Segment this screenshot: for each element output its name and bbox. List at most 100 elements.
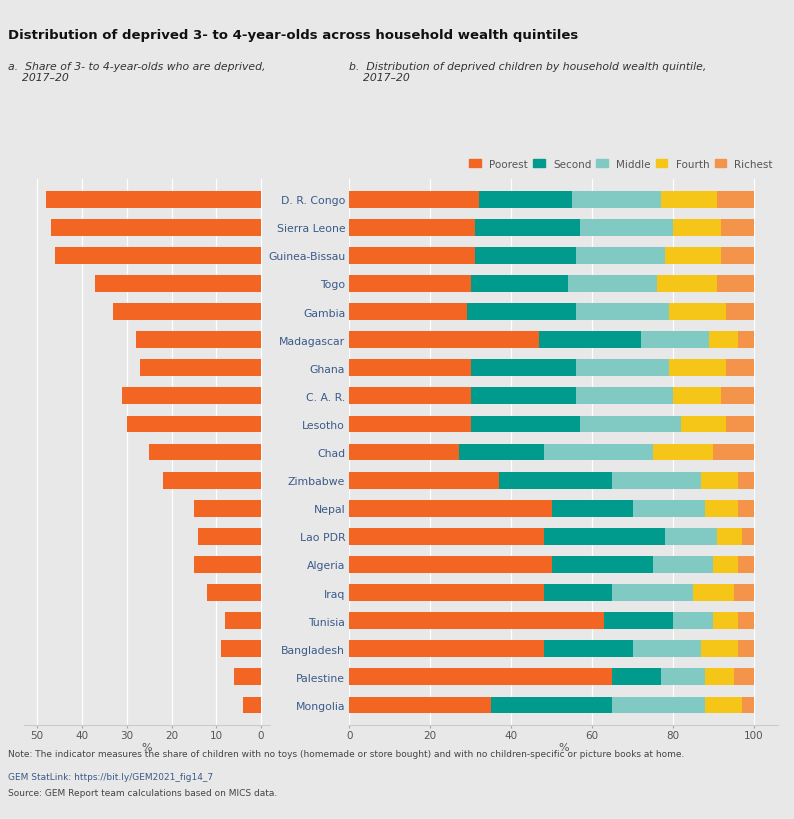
Bar xyxy=(576,360,669,377)
Bar xyxy=(539,332,641,349)
Bar xyxy=(681,416,726,433)
Bar xyxy=(572,192,661,208)
Bar xyxy=(633,640,701,658)
Legend: Poorest, Second, Middle, Fourth, Richest: Poorest, Second, Middle, Fourth, Richest xyxy=(469,160,773,170)
Bar xyxy=(149,444,261,461)
Bar xyxy=(475,247,576,265)
Bar xyxy=(55,247,261,265)
Bar xyxy=(349,416,471,433)
Bar xyxy=(713,444,754,461)
Bar xyxy=(738,640,754,658)
Bar xyxy=(349,388,471,405)
Bar xyxy=(491,697,612,713)
Bar xyxy=(221,640,261,658)
Bar xyxy=(467,304,576,320)
Bar xyxy=(544,585,612,601)
Bar xyxy=(713,556,738,573)
Bar xyxy=(194,500,261,517)
Bar xyxy=(568,276,657,292)
Bar xyxy=(349,304,467,320)
Bar xyxy=(738,500,754,517)
Bar xyxy=(475,219,580,237)
Text: GEM StatLink: https://bit.ly/GEM2021_fig14_7: GEM StatLink: https://bit.ly/GEM2021_fig… xyxy=(8,772,213,781)
Bar xyxy=(713,613,738,629)
Bar xyxy=(709,332,738,349)
Bar xyxy=(349,613,604,629)
Bar xyxy=(718,528,742,545)
Bar xyxy=(665,247,722,265)
X-axis label: %: % xyxy=(558,742,569,752)
Bar xyxy=(612,585,693,601)
Bar xyxy=(136,332,261,349)
Bar xyxy=(471,276,568,292)
Bar xyxy=(705,668,734,686)
Bar xyxy=(665,528,718,545)
Bar xyxy=(349,528,544,545)
Bar xyxy=(653,444,713,461)
Bar xyxy=(243,697,261,713)
Bar xyxy=(738,472,754,489)
Bar xyxy=(349,219,475,237)
Bar xyxy=(471,360,576,377)
Bar xyxy=(693,585,734,601)
Bar xyxy=(726,416,754,433)
Bar xyxy=(207,585,261,601)
Bar xyxy=(718,276,754,292)
Bar xyxy=(552,500,633,517)
Bar xyxy=(576,388,673,405)
Bar xyxy=(701,640,738,658)
Bar xyxy=(669,304,726,320)
Text: Distribution of deprived 3- to 4-year-olds across household wealth quintiles: Distribution of deprived 3- to 4-year-ol… xyxy=(8,29,578,42)
Bar xyxy=(641,332,709,349)
Bar xyxy=(734,585,754,601)
Bar xyxy=(349,276,471,292)
Bar xyxy=(349,668,612,686)
Text: Source: GEM Report team calculations based on MICS data.: Source: GEM Report team calculations bas… xyxy=(8,788,277,797)
Bar xyxy=(349,472,499,489)
Bar xyxy=(742,528,754,545)
Bar xyxy=(127,416,261,433)
Bar xyxy=(349,247,475,265)
Bar xyxy=(349,640,544,658)
Text: Note: The indicator measures the share of children with no toys (homemade or sto: Note: The indicator measures the share o… xyxy=(8,749,684,758)
Bar xyxy=(349,585,544,601)
Bar xyxy=(225,613,261,629)
Bar xyxy=(738,613,754,629)
Bar xyxy=(734,668,754,686)
Bar xyxy=(742,697,754,713)
Bar xyxy=(726,360,754,377)
Bar xyxy=(552,556,653,573)
Bar xyxy=(705,697,742,713)
Text: a.  Share of 3- to 4-year-olds who are deprived,
    2017–20: a. Share of 3- to 4-year-olds who are de… xyxy=(8,61,265,83)
Bar xyxy=(580,219,673,237)
Bar xyxy=(722,219,754,237)
Bar xyxy=(349,556,552,573)
Bar xyxy=(722,388,754,405)
Bar xyxy=(576,247,665,265)
Bar xyxy=(194,556,261,573)
Bar xyxy=(349,332,539,349)
Bar xyxy=(580,416,681,433)
Bar xyxy=(122,388,261,405)
Bar xyxy=(612,697,705,713)
Bar xyxy=(198,528,261,545)
Bar xyxy=(673,219,722,237)
Bar xyxy=(661,668,705,686)
Bar xyxy=(661,192,718,208)
Bar xyxy=(738,556,754,573)
Bar xyxy=(349,697,491,713)
Bar xyxy=(51,219,261,237)
X-axis label: %: % xyxy=(141,742,152,752)
Bar xyxy=(612,472,701,489)
Bar xyxy=(471,388,576,405)
Bar xyxy=(114,304,261,320)
Bar xyxy=(349,444,459,461)
Bar xyxy=(349,192,479,208)
Bar xyxy=(653,556,713,573)
Text: b.  Distribution of deprived children by household wealth quintile,
    2017–20: b. Distribution of deprived children by … xyxy=(349,61,707,83)
Bar xyxy=(544,444,653,461)
Bar xyxy=(479,192,572,208)
Bar xyxy=(738,332,754,349)
Bar xyxy=(633,500,705,517)
Bar xyxy=(95,276,261,292)
